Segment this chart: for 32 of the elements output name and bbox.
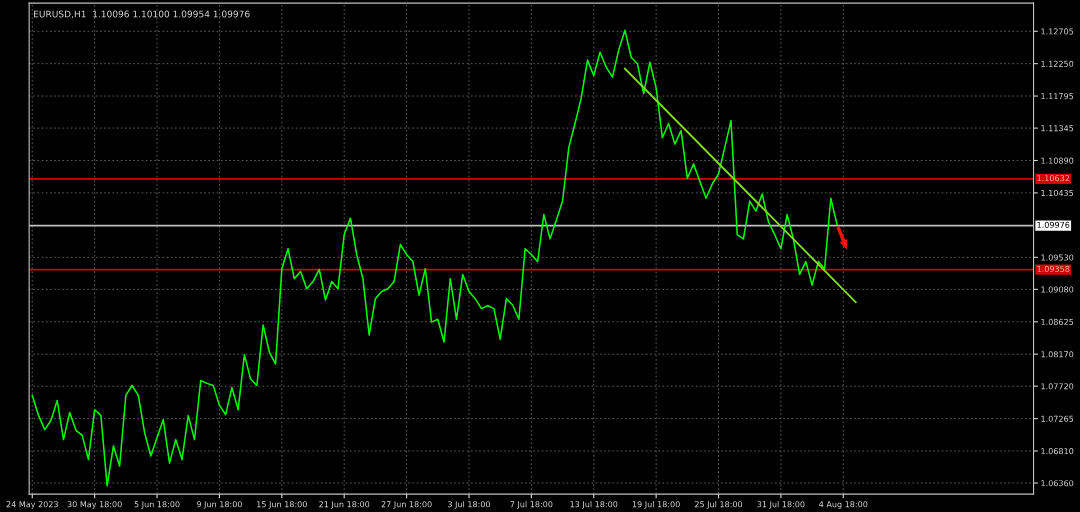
y-tick-label: 1.07265 (1041, 415, 1074, 422)
x-tick-label: 13 Jul 18:00 (570, 501, 618, 509)
x-tick-label: 25 Jul 18:00 (694, 501, 743, 509)
y-tick-label: 1.08170 (1041, 351, 1074, 358)
y-tick-label: 1.10890 (1041, 157, 1074, 164)
y-tick-label: 1.12705 (1041, 28, 1074, 35)
x-tick-label: 27 Jun 18:00 (381, 501, 432, 509)
text: EURUSD,H1 1.10096 1.10100 1.09954 1.09976 (34, 10, 250, 19)
x-tick-label: 24 May 2023 (6, 501, 58, 509)
x-tick-label: 9 Jun 18:00 (196, 501, 242, 509)
x-tick-label: 4 Aug 18:00 (819, 501, 868, 509)
ref-line-label: 1.09358 (1037, 265, 1070, 272)
x-tick-label: 19 Jul 18:00 (632, 501, 680, 509)
ref-line-label: 1.10632 (1037, 175, 1070, 182)
x-tick-label: 3 Jul 18:00 (448, 501, 491, 509)
x-tick-label: 30 May 18:00 (67, 501, 122, 509)
y-tick-label: 1.09530 (1041, 254, 1074, 261)
y-tick-label: 1.09080 (1041, 286, 1074, 293)
x-tick-label: 15 Jun 18:00 (257, 501, 307, 509)
y-tick-label: 1.11345 (1041, 125, 1074, 132)
x-tick-label: 31 Jul 18:00 (757, 501, 805, 509)
ref-line-label: 1.09976 (1037, 221, 1070, 228)
y-tick-label: 1.07720 (1041, 383, 1074, 390)
x-tick-label: 21 Jun 18:00 (319, 501, 370, 509)
y-tick-label: 1.08625 (1041, 318, 1074, 325)
x-tick-label: 7 Jul 18:00 (510, 501, 553, 509)
y-tick-label: 1.06360 (1041, 480, 1074, 487)
y-tick-label: 1.11795 (1041, 93, 1074, 100)
y-tick-label: 1.10435 (1041, 189, 1074, 197)
y-tick-label: 1.12250 (1041, 60, 1074, 67)
x-tick-label: 5 Jun 18:00 (134, 501, 180, 509)
y-tick-label: 1.06810 (1041, 448, 1074, 455)
